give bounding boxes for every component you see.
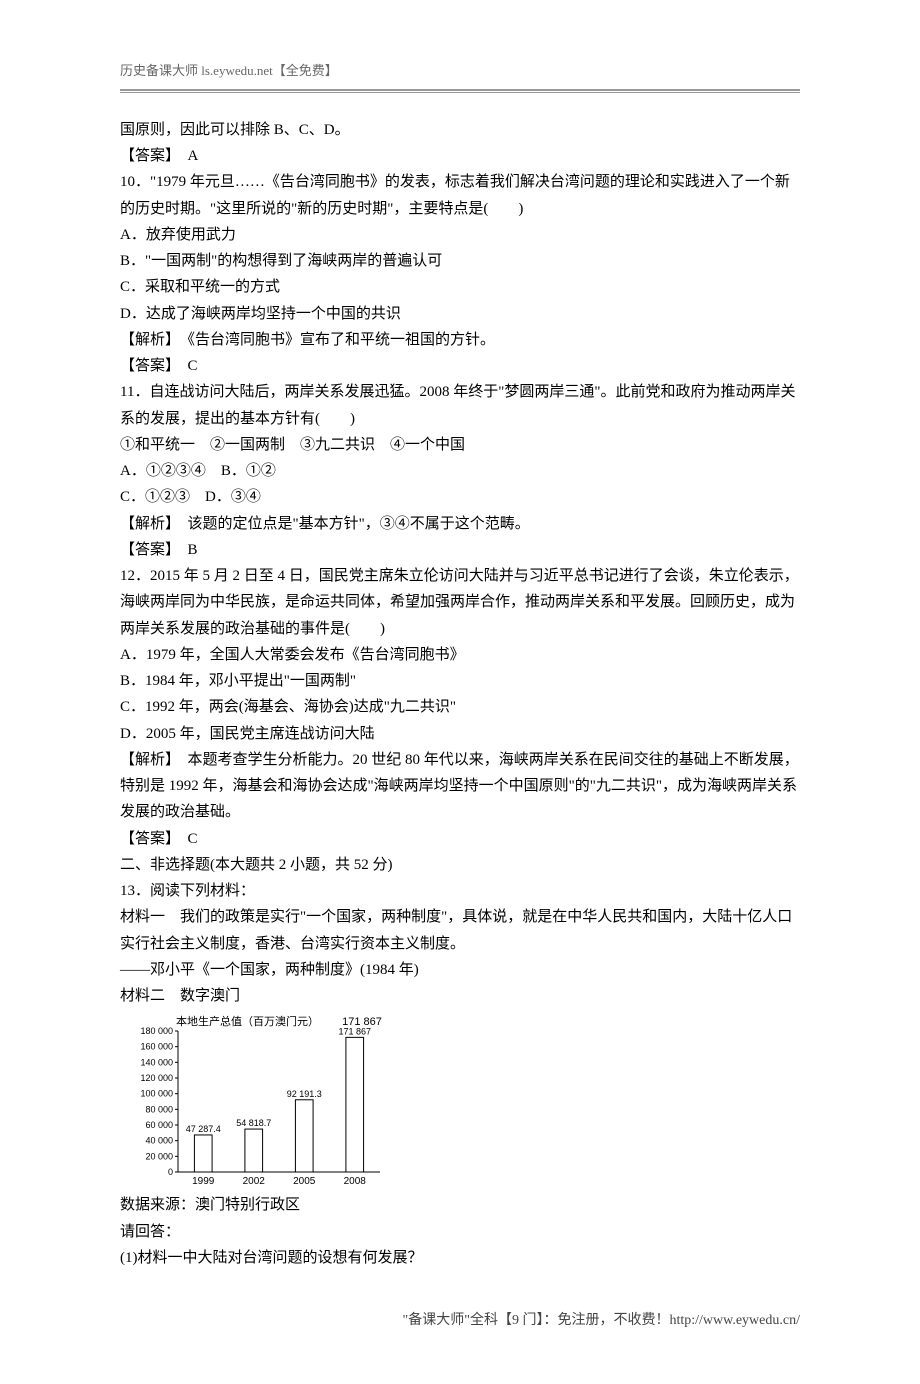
svg-text:54 818.7: 54 818.7 (236, 1118, 271, 1128)
svg-text:180 000: 180 000 (140, 1026, 173, 1036)
page-header: 历史备课大师 ls.eywedu.net【全免费】 (120, 60, 800, 83)
svg-text:20 000: 20 000 (145, 1152, 173, 1162)
section-heading: 二、非选择题(本大题共 2 小题，共 52 分) (120, 852, 800, 878)
option-b: B．"一国两制"的构想得到了海峡两岸的普遍认可 (120, 248, 800, 274)
answer-value: A (188, 148, 199, 164)
question-stem: 10．"1979 年元旦……《告台湾同胞书》的发表，标志着我们解决台湾问题的理论… (120, 169, 800, 222)
material-1-citation: ——邓小平《一个国家，两种制度》(1984 年) (120, 957, 800, 983)
explanation-line: 【解析】 《告台湾同胞书》宣布了和平统一祖国的方针。 (120, 327, 800, 353)
chart-source: 数据来源：澳门特别行政区 (120, 1192, 800, 1218)
svg-text:120 000: 120 000 (140, 1073, 173, 1083)
explanation-label: 【解析】 (120, 332, 173, 348)
option-c: C．1992 年，两会(海基会、海协会)达成"九二共识" (120, 694, 800, 720)
answer-value: B (188, 542, 198, 558)
explanation-label: 【解析】 (120, 516, 173, 532)
svg-text:92 191.3: 92 191.3 (287, 1089, 322, 1099)
paragraph-continuation: 国原则，因此可以排除 B、C、D。 (120, 117, 800, 143)
answer-line: 【答案】 C (120, 353, 800, 379)
bar-chart-svg: 本地生产总值（百万澳门元） 171 867 0 20 000 40 000 60 000 8… (130, 1015, 390, 1190)
option-d: D．2005 年，国民党主席连战访问大陆 (120, 721, 800, 747)
svg-text:47 287.4: 47 287.4 (186, 1124, 221, 1134)
explanation-text: 《告台湾同胞书》宣布了和平统一祖国的方针。 (188, 332, 496, 348)
svg-text:160 000: 160 000 (140, 1042, 173, 1052)
explanation-label: 【解析】 (120, 752, 173, 768)
svg-text:171 867: 171 867 (338, 1027, 371, 1037)
please-answer: 请回答： (120, 1219, 800, 1245)
answer-line: 【答案】 A (120, 143, 800, 169)
header-rule (120, 89, 800, 93)
explanation-text: 本题考查学生分析能力。20 世纪 80 年代以来，海峡两岸关系在民间交往的基础上… (120, 752, 799, 821)
answer-value: C (188, 358, 198, 374)
material-2: 材料二 数字澳门 (120, 983, 800, 1009)
option-c: C．采取和平统一的方式 (120, 274, 800, 300)
svg-text:40 000: 40 000 (145, 1136, 173, 1146)
svg-text:2008: 2008 (344, 1176, 367, 1187)
question-stem: 12．2015 年 5 月 2 日至 4 日，国民党主席朱立伦访问大陆并与习近平… (120, 563, 800, 642)
answer-line: 【答案】 C (120, 826, 800, 852)
material-1: 材料一 我们的政策是实行"一个国家，两种制度"，具体说，就是在中华人民共和国内，… (120, 904, 800, 957)
explanation-line: 【解析】 该题的定位点是"基本方针"，③④不属于这个范畴。 (120, 511, 800, 537)
svg-text:80 000: 80 000 (145, 1105, 173, 1115)
option-a: A．放弃使用武力 (120, 222, 800, 248)
macau-gdp-chart: 本地生产总值（百万澳门元） 171 867 0 20 000 40 000 60 000 8… (130, 1015, 800, 1190)
svg-text:140 000: 140 000 (140, 1058, 173, 1068)
option-a: A．1979 年，全国人大常委会发布《告台湾同胞书》 (120, 642, 800, 668)
answer-label: 【答案】 (120, 542, 173, 558)
option-d: D．达成了海峡两岸均坚持一个中国的共识 (120, 301, 800, 327)
option-b: B．1984 年，邓小平提出"一国两制" (120, 668, 800, 694)
explanation-line: 【解析】 本题考查学生分析能力。20 世纪 80 年代以来，海峡两岸关系在民间交… (120, 747, 800, 826)
svg-text:本地生产总值（百万澳门元）: 本地生产总值（百万澳门元） (176, 1015, 319, 1028)
option-row: A．①②③④ B．①② (120, 458, 800, 484)
svg-text:2005: 2005 (293, 1176, 316, 1187)
svg-text:1999: 1999 (192, 1176, 215, 1187)
svg-text:0: 0 (168, 1167, 173, 1177)
answer-value: C (188, 831, 198, 847)
answer-label: 【答案】 (120, 831, 173, 847)
page-footer: "备课大师"全科【9 门】：免注册，不收费！http://www.eywedu.… (120, 1309, 800, 1334)
option-statements: ①和平统一 ②一国两制 ③九二共识 ④一个中国 (120, 432, 800, 458)
option-row: C．①②③ D．③④ (120, 484, 800, 510)
question-stem: 11．自连战访问大陆后，两岸关系发展迅猛。2008 年终于"梦圆两岸三通"。此前… (120, 379, 800, 432)
answer-label: 【答案】 (120, 358, 173, 374)
answer-label: 【答案】 (120, 148, 173, 164)
answer-line: 【答案】 B (120, 537, 800, 563)
sub-question-1: (1)材料一中大陆对台湾问题的设想有何发展？ (120, 1245, 800, 1271)
svg-text:60 000: 60 000 (145, 1120, 173, 1130)
explanation-text: 该题的定位点是"基本方针"，③④不属于这个范畴。 (188, 516, 530, 532)
question-stem: 13．阅读下列材料： (120, 878, 800, 904)
svg-text:100 000: 100 000 (140, 1089, 173, 1099)
svg-text:2002: 2002 (243, 1176, 266, 1187)
